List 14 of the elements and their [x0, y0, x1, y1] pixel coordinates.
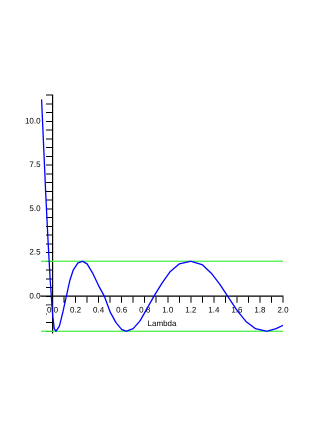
x-tick-label: 1.2	[185, 305, 197, 314]
x-tick-label: 1.0	[162, 305, 174, 314]
y-tick-label: 0.0	[29, 291, 42, 300]
y-tick-label: 5.0	[29, 204, 42, 213]
x-tick-label: 0.2	[70, 305, 82, 314]
y-tick-label: 2.5	[29, 248, 42, 257]
x-axis-title: Lambda	[148, 318, 177, 328]
x-tick-label: 1.8	[254, 305, 266, 314]
y-tick-label: 10.0	[24, 116, 42, 126]
x-tick-label: 0.4	[93, 305, 105, 314]
x-tick-label: 0.6	[116, 305, 128, 314]
x-tick-label: 1.4	[208, 305, 220, 314]
x-tick-label: 2.0	[277, 305, 290, 314]
y-tick-label: 7.5	[29, 160, 42, 170]
